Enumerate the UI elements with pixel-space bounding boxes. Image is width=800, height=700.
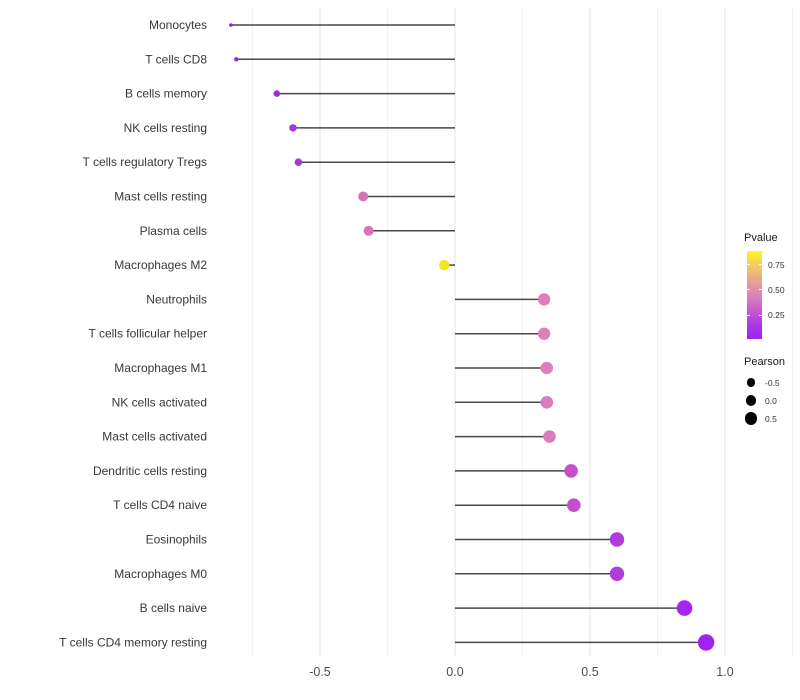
y-axis-label: Monocytes — [149, 18, 207, 32]
pvalue-gradient-tick — [747, 264, 750, 266]
y-axis-label: T cells CD4 memory resting — [59, 635, 207, 649]
lollipop-point — [567, 498, 581, 512]
pvalue-legend-title: Pvalue — [744, 232, 778, 244]
y-axis-label: NK cells activated — [112, 395, 207, 409]
lollipop-point — [439, 259, 450, 271]
lollipop-point — [697, 634, 715, 651]
pearson-legend-item: -0.5 — [744, 375, 800, 390]
y-axis-label: Neutrophils — [146, 292, 207, 306]
pvalue-gradient-tick — [759, 314, 762, 316]
lollipop-point — [363, 225, 374, 236]
pearson-legend-title: Pearson — [744, 356, 785, 368]
y-axis-label: B cells memory — [125, 87, 207, 101]
lollipop-point — [609, 532, 625, 547]
pearson-legend-label: -0.5 — [765, 377, 780, 388]
pvalue-legend-tick-label: 0.25 — [768, 310, 785, 321]
y-axis-label: Plasma cells — [140, 224, 207, 238]
lollipop-point — [229, 23, 233, 27]
x-axis-tick-label: -0.5 — [309, 665, 331, 679]
pvalue-gradient-tick — [759, 264, 762, 266]
lollipop-point — [537, 293, 551, 306]
pearson-legend-item: 0.5 — [744, 411, 800, 426]
pearson-legend-dot — [744, 412, 758, 425]
lollipop-point — [273, 90, 281, 97]
y-axis-label: B cells naive — [140, 601, 208, 615]
pvalue-legend-tick-label: 0.75 — [768, 259, 785, 270]
lollipop-point — [543, 430, 556, 443]
lollipop-point — [609, 566, 625, 581]
pearson-legend: Pearson -0.5 0.0 0.5 — [744, 356, 800, 426]
pvalue-gradient-tick — [747, 289, 750, 291]
pearson-legend-key — [744, 378, 758, 387]
lollipop-point — [540, 361, 553, 375]
y-axis-label: Mast cells resting — [114, 190, 207, 204]
pvalue-gradient-bar — [747, 251, 762, 339]
pearson-legend-label: 0.5 — [765, 413, 777, 424]
lollipop-point — [358, 191, 369, 202]
pearson-legend-key — [744, 412, 758, 425]
y-axis-label: Dendritic cells resting — [93, 464, 207, 478]
pvalue-legend: Pvalue 0.75 0.50 0.25 — [744, 232, 800, 343]
pearson-legend-key — [744, 395, 758, 406]
y-axis-label: T cells follicular helper — [89, 327, 208, 341]
pvalue-gradient-tick — [759, 289, 762, 291]
y-axis-label: T cells regulatory Tregs — [83, 155, 208, 169]
pearson-legend-label: 0.0 — [765, 395, 777, 406]
lollipop-point — [294, 158, 303, 166]
x-axis-tick-label: 0.0 — [446, 665, 463, 679]
y-axis-label: Macrophages M2 — [114, 258, 207, 272]
y-axis-label: NK cells resting — [124, 121, 207, 135]
pvalue-legend-tick-label: 0.50 — [768, 284, 785, 295]
y-axis-label: Eosinophils — [146, 533, 207, 547]
pvalue-gradient-tick — [747, 314, 750, 316]
x-axis-tick-label: 0.5 — [581, 665, 598, 679]
lollipop-point — [289, 124, 297, 132]
lollipop-point — [564, 464, 578, 478]
y-axis-label: Macrophages M1 — [114, 361, 207, 375]
pvalue-legend-body: 0.75 0.50 0.25 — [744, 251, 800, 343]
pearson-legend-dot — [746, 378, 756, 387]
y-axis-label: Mast cells activated — [102, 430, 207, 444]
y-axis-label: T cells CD4 naive — [113, 498, 207, 512]
lollipop-point — [537, 327, 551, 340]
x-axis-tick-label: 1.0 — [716, 665, 733, 679]
pearson-legend-item: 0.0 — [744, 393, 800, 408]
lollipop-point — [540, 396, 554, 409]
pearson-legend-dot — [745, 395, 757, 406]
lollipop-point — [676, 600, 693, 616]
y-axis-label: T cells CD8 — [145, 52, 207, 66]
lollipop-point — [234, 57, 239, 62]
y-axis-label: Macrophages M0 — [114, 567, 207, 581]
